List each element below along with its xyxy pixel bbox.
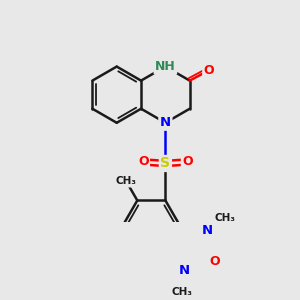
- Text: N: N: [201, 224, 212, 237]
- Text: S: S: [160, 157, 170, 170]
- Text: CH₃: CH₃: [116, 176, 137, 186]
- Text: O: O: [204, 64, 214, 77]
- Text: O: O: [209, 255, 220, 268]
- Text: CH₃: CH₃: [215, 213, 236, 223]
- Text: O: O: [182, 155, 193, 169]
- Text: CH₃: CH₃: [172, 287, 193, 297]
- Text: N: N: [178, 263, 190, 277]
- Text: N: N: [160, 116, 171, 129]
- Text: O: O: [138, 155, 148, 169]
- Text: NH: NH: [155, 60, 176, 73]
